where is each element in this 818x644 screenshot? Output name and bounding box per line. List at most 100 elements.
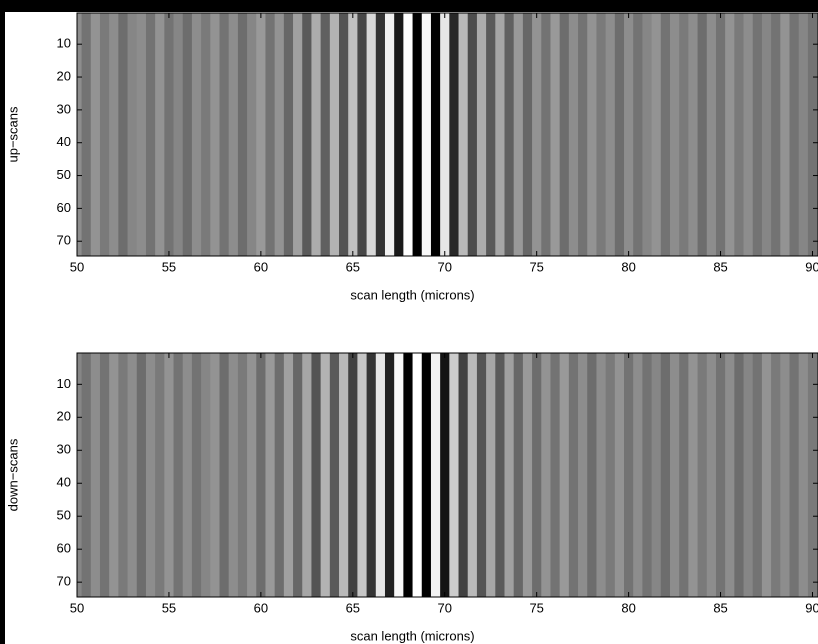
stripe	[624, 353, 634, 597]
stripe	[587, 353, 597, 597]
stripe	[486, 13, 496, 256]
stripe	[504, 13, 515, 256]
stripe	[688, 353, 699, 597]
x-tick-label: 85	[713, 259, 727, 274]
stripe	[339, 353, 349, 597]
stripe	[541, 353, 551, 597]
stripe	[90, 13, 101, 256]
stripe	[412, 13, 423, 256]
stripe	[660, 353, 671, 597]
stripe	[265, 13, 276, 256]
stripe	[605, 353, 616, 597]
stripe	[237, 13, 248, 256]
stripe	[679, 353, 689, 597]
x-tick-label: 90	[805, 600, 818, 615]
x-tick-label: 65	[346, 600, 360, 615]
stripe	[311, 13, 322, 256]
stripe	[578, 353, 588, 597]
stripe	[458, 13, 469, 256]
stripe	[725, 353, 735, 597]
stripe	[752, 353, 763, 597]
y-tick-label: 70	[57, 233, 71, 248]
stripe	[651, 353, 662, 597]
x-tick-label: 70	[438, 259, 452, 274]
stripe	[403, 13, 414, 256]
stripe	[504, 353, 515, 597]
stripe	[228, 353, 239, 597]
stripe	[118, 353, 129, 597]
stripe	[182, 353, 193, 597]
stripe	[532, 13, 542, 256]
stripe	[164, 353, 175, 597]
stripe	[90, 353, 101, 597]
stripe	[256, 13, 266, 256]
stripe	[430, 353, 441, 597]
stripe	[329, 13, 340, 256]
x-tick-label: 55	[162, 259, 176, 274]
stripe	[348, 13, 358, 256]
stripe	[366, 353, 377, 597]
stripe	[476, 13, 487, 256]
x-tick-label: 50	[70, 259, 84, 274]
stripe	[274, 353, 285, 597]
stripe	[596, 353, 607, 597]
stripe	[743, 353, 754, 597]
y-tick-label: 40	[57, 134, 71, 149]
y-tick-label: 70	[57, 574, 71, 589]
stripe	[237, 353, 248, 597]
stripe	[155, 13, 165, 256]
stripe	[605, 13, 616, 256]
stripe	[293, 353, 303, 597]
x-tick-label: 55	[162, 600, 176, 615]
stripe	[136, 13, 147, 256]
stripe	[761, 353, 772, 597]
stripe	[99, 353, 110, 597]
stripe	[550, 353, 561, 597]
stripe	[568, 353, 579, 597]
stripe	[458, 353, 469, 597]
x-tick-label: 60	[254, 600, 268, 615]
left-border	[0, 0, 5, 644]
stripe	[77, 353, 83, 597]
stripe	[715, 13, 726, 256]
y-tick-label: 30	[57, 442, 71, 457]
stripe	[191, 13, 202, 256]
stripe	[789, 13, 800, 256]
stripe	[633, 13, 643, 256]
stripe	[81, 353, 92, 597]
stripe	[789, 353, 800, 597]
stripe	[669, 13, 680, 256]
x-tick-label: 60	[254, 259, 268, 274]
stripe	[311, 353, 322, 597]
stripe	[669, 353, 680, 597]
stripe	[522, 353, 533, 597]
stripe	[293, 13, 303, 256]
stripe	[274, 13, 285, 256]
y-tick-label: 30	[57, 101, 71, 116]
stripe	[173, 13, 184, 256]
stripe	[568, 13, 579, 256]
stripe	[495, 353, 505, 597]
y-tick-label: 10	[57, 376, 71, 391]
stripe	[384, 353, 395, 597]
stripe	[697, 353, 708, 597]
stripe	[697, 13, 708, 256]
x-axis-label: scan length (microns)	[350, 628, 474, 643]
stripe	[394, 13, 404, 256]
x-tick-label: 80	[621, 600, 635, 615]
stripe	[375, 353, 386, 597]
stripe	[320, 13, 331, 256]
stripe	[127, 353, 138, 597]
stripe	[541, 13, 551, 256]
stripe	[256, 353, 266, 597]
stripe	[329, 353, 340, 597]
stripe	[302, 353, 312, 597]
stripe	[394, 353, 404, 597]
stripe	[109, 353, 119, 597]
stripe	[660, 13, 671, 256]
y-tick-label: 50	[57, 167, 71, 182]
stripe	[182, 13, 193, 256]
stripe	[743, 13, 754, 256]
stripe	[771, 13, 781, 256]
stripe	[265, 353, 276, 597]
